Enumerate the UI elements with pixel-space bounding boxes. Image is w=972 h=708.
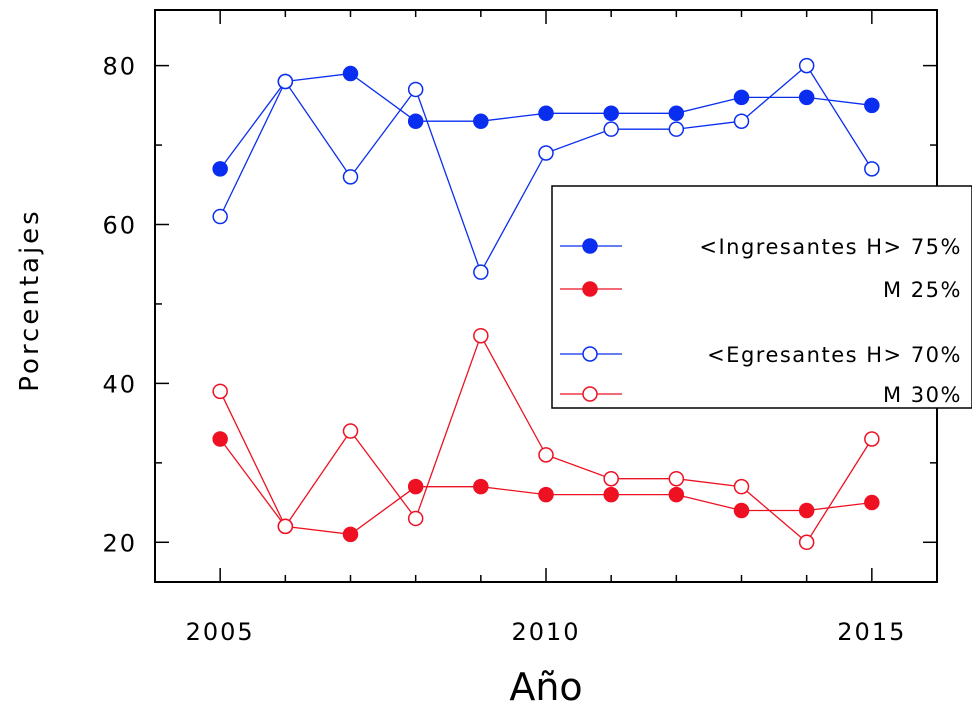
data-point-ing_h <box>604 106 618 120</box>
data-point-egr_h <box>604 122 618 136</box>
data-point-egr_m <box>865 432 879 446</box>
data-point-ing_m <box>539 488 553 502</box>
y-tick-label: 60 <box>102 212 137 240</box>
legend-label-egr_h: <Egresantes H> 70% <box>707 343 962 367</box>
legend-label-egr_m: M 30% <box>883 383 962 407</box>
data-point-egr_m <box>409 511 423 525</box>
data-point-ing_h <box>735 90 749 104</box>
x-axis-title: Año <box>509 665 582 708</box>
data-point-ing_h <box>865 98 879 112</box>
legend-marker-egr_h <box>583 347 597 361</box>
data-point-ing_h <box>344 67 358 81</box>
legend-marker-ing_h <box>583 239 597 253</box>
legend-marker-egr_m <box>583 387 597 401</box>
data-point-egr_m <box>735 480 749 494</box>
y-tick-label: 20 <box>102 529 137 557</box>
data-point-ing_m <box>344 527 358 541</box>
data-point-egr_m <box>669 472 683 486</box>
data-point-ing_h <box>800 90 814 104</box>
legend-label-ing_h: <Ingresantes H> 75% <box>699 235 962 259</box>
data-point-egr_m <box>800 535 814 549</box>
data-point-egr_h <box>213 210 227 224</box>
data-point-egr_h <box>539 146 553 160</box>
data-point-egr_h <box>669 122 683 136</box>
data-point-ing_h <box>213 162 227 176</box>
data-point-ing_m <box>409 480 423 494</box>
data-point-egr_m <box>474 329 488 343</box>
data-point-egr_h <box>735 114 749 128</box>
y-axis-title: Porcentajes <box>15 208 45 391</box>
data-point-ing_m <box>800 504 814 518</box>
data-point-ing_m <box>865 496 879 510</box>
data-point-egr_m <box>213 384 227 398</box>
data-point-egr_m <box>278 519 292 533</box>
data-point-ing_m <box>474 480 488 494</box>
data-point-ing_m <box>669 488 683 502</box>
data-point-egr_m <box>604 472 618 486</box>
legend-marker-ing_m <box>583 282 597 296</box>
data-point-egr_h <box>278 75 292 89</box>
data-point-egr_h <box>344 170 358 184</box>
data-point-egr_m <box>539 448 553 462</box>
y-tick-label: 40 <box>102 370 137 398</box>
y-tick-label: 80 <box>102 53 137 81</box>
data-point-ing_m <box>213 432 227 446</box>
data-point-egr_h <box>800 59 814 73</box>
x-tick-label: 2005 <box>186 618 255 646</box>
data-point-ing_h <box>409 114 423 128</box>
data-point-egr_h <box>409 82 423 96</box>
data-point-egr_h <box>865 162 879 176</box>
data-point-egr_m <box>344 424 358 438</box>
x-tick-label: 2015 <box>837 618 906 646</box>
legend: <Ingresantes H> 75% M 25% <Egresantes H> 7… <box>552 186 972 408</box>
data-point-egr_h <box>474 265 488 279</box>
data-point-ing_h <box>669 106 683 120</box>
data-point-ing_m <box>735 504 749 518</box>
data-point-ing_h <box>539 106 553 120</box>
data-point-ing_h <box>474 114 488 128</box>
x-tick-label: 2010 <box>511 618 580 646</box>
data-point-ing_m <box>604 488 618 502</box>
legend-label-ing_m: M 25% <box>883 278 962 302</box>
